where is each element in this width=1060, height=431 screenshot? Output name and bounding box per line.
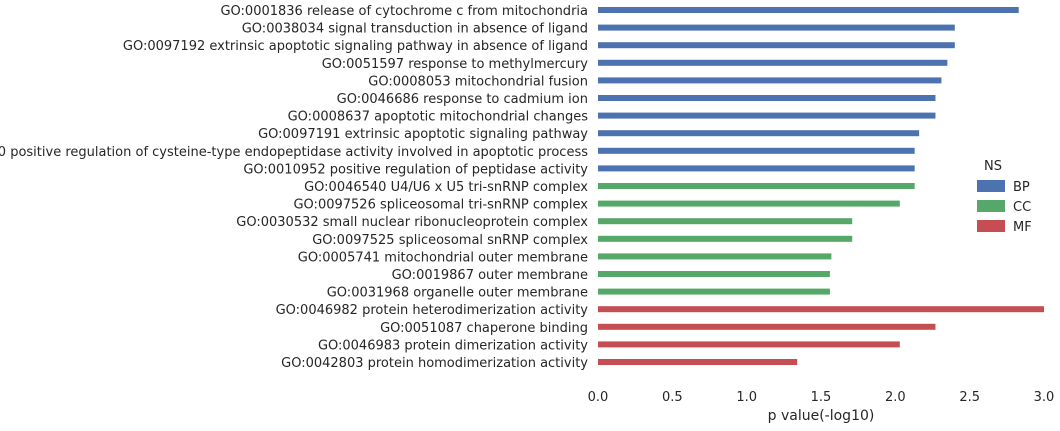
category-label: GO:0046983 protein dimerization activity: [318, 338, 588, 353]
category-label: GO:0001836 release of cytochrome c from …: [220, 4, 588, 19]
bars-layer: [598, 7, 1044, 365]
category-label: GO:0005741 mitochondrial outer membrane: [298, 250, 588, 265]
bar-bp: [598, 130, 920, 137]
legend-label-bp: BP: [1013, 180, 1030, 195]
legend-swatch-mf: [977, 220, 1005, 232]
category-label: GO:0038034 signal transduction in absenc…: [242, 22, 588, 37]
bar-mf: [598, 306, 1044, 313]
x-tick-label: 1.5: [811, 390, 832, 405]
x-tick-label: 1.0: [736, 390, 757, 405]
legend: NS BP CC MF: [977, 159, 1032, 235]
category-label: GO:0010952 positive regulation of peptid…: [243, 162, 588, 177]
bar-bp: [598, 24, 955, 31]
bar-cc: [598, 288, 830, 295]
bar-bp: [598, 77, 942, 84]
category-labels: GO:0001836 release of cytochrome c from …: [0, 4, 588, 371]
x-tick-label: 2.0: [885, 390, 906, 405]
legend-title: NS: [984, 159, 1002, 174]
category-label: GO:0019867 outer membrane: [392, 268, 588, 283]
x-tick-label: 3.0: [1034, 390, 1055, 405]
category-label: GO:0051597 response to methylmercury: [322, 57, 589, 72]
legend-swatch-cc: [977, 200, 1005, 212]
bar-mf: [598, 359, 798, 365]
bar-cc: [598, 253, 832, 260]
category-label: GO:0097526 spliceosomal tri-snRNP comple…: [293, 198, 588, 213]
category-label: GO:0046540 U4/U6 x U5 tri-snRNP complex: [304, 180, 588, 195]
bar-bp: [598, 147, 915, 154]
bar-bp: [598, 42, 955, 49]
bar-bp: [598, 112, 936, 119]
bar-cc: [598, 183, 915, 189]
category-label: GO:0051087 chaperone binding: [380, 321, 588, 336]
category-label: GO:0030532 small nuclear ribonucleoprote…: [236, 215, 588, 230]
category-label: GO:0008637 apoptotic mitochondrial chang…: [288, 110, 589, 125]
legend-label-cc: CC: [1013, 200, 1031, 215]
bar-cc: [598, 218, 853, 225]
x-axis-title: p value(-log10): [768, 408, 875, 424]
category-label: GO:0097525 spliceosomal snRNP complex: [312, 233, 588, 248]
category-label: GO:0097191 extrinsic apoptotic signaling…: [258, 127, 588, 142]
category-label: GO:0042803 protein homodimerization acti…: [281, 356, 588, 371]
bar-cc: [598, 271, 830, 277]
x-tick-label: 0.5: [662, 390, 683, 405]
category-label: GO:0046982 protein heterodimerization ac…: [276, 303, 589, 318]
legend-label-mf: MF: [1013, 220, 1032, 235]
legend-swatch-bp: [977, 180, 1005, 192]
category-label: GO:0008053 mitochondrial fusion: [368, 74, 588, 89]
bar-bp: [598, 95, 936, 101]
bar-cc: [598, 200, 900, 207]
category-label: GO:0097192 extrinsic apoptotic signaling…: [123, 39, 588, 54]
x-axis: 0.0 0.5 1.0 1.5 2.0 2.5 3.0: [588, 390, 1055, 405]
bar-mf: [598, 323, 936, 330]
bar-bp: [598, 59, 948, 66]
bar-mf: [598, 341, 900, 348]
bar-bp: [598, 7, 1019, 13]
category-label: GO:0031968 organelle outer membrane: [327, 286, 588, 301]
category-label: GO:0043280 positive regulation of cystei…: [0, 145, 588, 160]
category-label: GO:0046686 response to cadmium ion: [337, 92, 588, 107]
x-tick-label: 2.5: [959, 390, 980, 405]
bar-bp: [598, 165, 915, 172]
x-tick-label: 0.0: [588, 390, 609, 405]
bar-cc: [598, 235, 853, 242]
